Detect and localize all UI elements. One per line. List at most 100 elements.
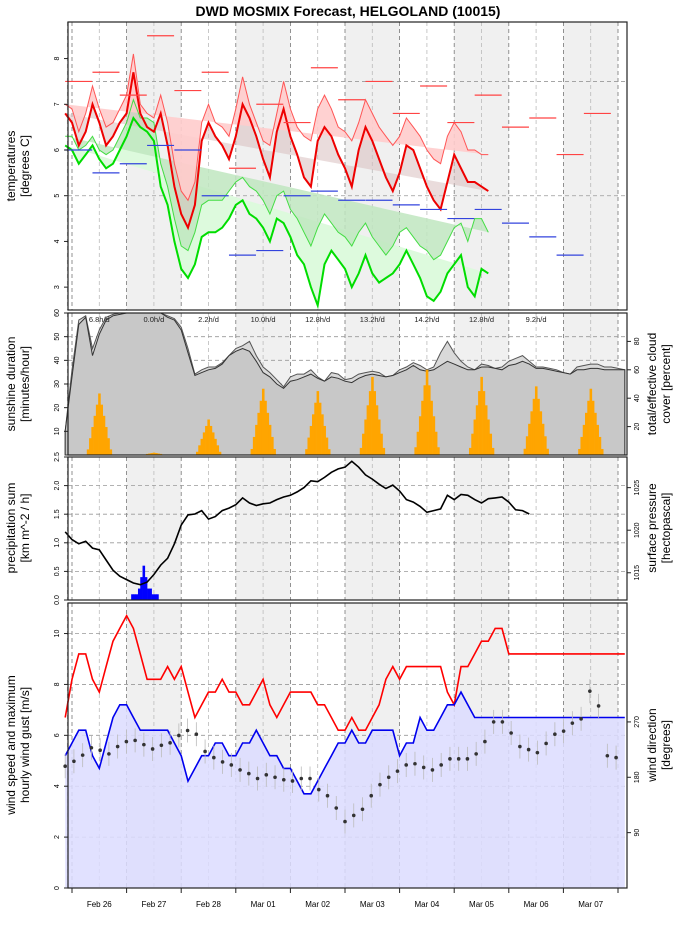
x-axis-tick-label: Feb 27 (141, 900, 166, 909)
wind-direction-point (238, 768, 242, 772)
sunshine-bar (380, 433, 383, 455)
wind-speed-axis-title: wind speed and maximum (4, 675, 18, 815)
sunshine-tick-label: 20 (54, 404, 61, 412)
wind-direction-point (465, 757, 470, 761)
sunshine-bar (362, 433, 365, 455)
sunshine-bar (150, 453, 154, 455)
wind-direction-point (430, 768, 435, 772)
x-axis-tick-label: Mar 04 (414, 900, 439, 909)
sunshine-tick-label: 30 (54, 380, 61, 388)
sunshine-bar (414, 447, 417, 455)
sunshine-bar (200, 438, 204, 455)
cloud-axis-title: cover [percent] (659, 344, 673, 423)
wind-direction-tick-label: 90 (634, 829, 641, 837)
wind-speed-tick-label: 0 (54, 886, 61, 890)
wind-speed-tick-label: 8 (54, 682, 61, 686)
wind-direction-point (133, 738, 137, 743)
sunshine-bar (268, 424, 272, 455)
panel-frame (67, 456, 628, 601)
sunshine-bar (327, 449, 331, 455)
wind-direction-point (229, 763, 234, 767)
sunshine-bar (478, 391, 481, 455)
sunshine-bar (316, 391, 320, 455)
sunshine-bar (305, 449, 308, 455)
wind-direction-point (351, 813, 356, 818)
wind-direction-point (596, 704, 601, 708)
precipitation-bar (156, 594, 159, 600)
wind-direction-point (299, 776, 304, 781)
precipitation-tick-label: 2.5 (54, 452, 61, 462)
precipitation-tick-label: 1.0 (54, 538, 61, 548)
sunshine-bar (473, 419, 477, 455)
wind-direction-point (290, 779, 295, 783)
pressure-axis-title: surface pressure (645, 483, 659, 573)
wind-direction-point (360, 807, 365, 812)
wind-speed-tick-label: 10 (54, 630, 61, 638)
precipitation-bar (140, 577, 143, 600)
sunshine-bar (195, 451, 199, 455)
sunshine-bar (325, 437, 329, 455)
sunshine-bar (541, 423, 545, 455)
dewpoint-upper-line (65, 98, 489, 261)
wind-direction-point (203, 749, 207, 754)
wind-direction-point (386, 775, 391, 780)
wind-direction-point (553, 732, 557, 737)
wind-direction-point (421, 765, 426, 770)
x-axis-tick-label: Mar 03 (360, 900, 385, 909)
sunshine-bar (544, 436, 547, 455)
daily-sunshine-label: 2.2h/d (198, 315, 219, 324)
sunshine-bar (93, 415, 97, 455)
daily-sunshine-label: 6.8h/d (89, 315, 110, 324)
sunshine-bar (359, 447, 363, 455)
wind-direction-point (614, 755, 618, 760)
temperature-tick-label: 5 (54, 194, 61, 198)
sunshine-bar (264, 400, 267, 455)
sunshine-bar (491, 447, 495, 455)
wind-direction-point (413, 761, 417, 766)
precipitation-bar (137, 588, 141, 600)
sunshine-bar (259, 400, 263, 455)
sunshine-bar (312, 414, 315, 455)
sunshine-bar (432, 416, 436, 455)
daily-sunshine-label: 9.2h/d (526, 315, 547, 324)
sunshine-bar (318, 402, 322, 455)
pressure-tick-label: 1020 (634, 522, 641, 538)
pressure-line (64, 460, 530, 586)
sunshine-bar (100, 404, 104, 455)
sunshine-bar (307, 437, 311, 455)
wind-direction-axis-title: [degrees] (659, 720, 673, 770)
precipitation-tick-label: 2.0 (54, 481, 61, 491)
sunshine-bar (489, 433, 493, 455)
sunshine-bar (373, 391, 377, 455)
sunshine-bar (216, 445, 220, 455)
wind-speed-axis-title: hourly wind gust [m/s] (18, 687, 32, 803)
wind-direction-point (369, 793, 374, 798)
sunshine-bar (480, 376, 483, 455)
wind-speed-line (64, 690, 625, 795)
sunshine-bar (528, 423, 531, 455)
wind-direction-point (579, 717, 583, 721)
precipitation-bar (149, 588, 152, 600)
wind-direction-point (334, 806, 339, 810)
chart-title: DWD MOSMIX Forecast, HELGOLAND (10015) (196, 3, 501, 19)
wind-direction-point (491, 720, 496, 724)
cloud-tick-label: 40 (634, 394, 641, 402)
wind-direction-point (535, 750, 540, 755)
sunshine-bar (585, 412, 588, 455)
dewpoint-median-line (64, 115, 489, 310)
sunshine-bar (371, 376, 374, 455)
dewpoint-lower-band (65, 118, 489, 306)
precipitation-axis-title: [km m^-2 / h] (18, 494, 32, 563)
wind-direction-point (63, 764, 67, 769)
sunshine-bar (207, 419, 210, 455)
precipitation-tick-label: 0.5 (54, 566, 61, 576)
sunshine-bar (104, 427, 108, 455)
wind-direction-point (115, 744, 120, 749)
sunshine-bar (95, 404, 99, 455)
wind-direction-point (316, 787, 321, 792)
sunshine-bar (218, 451, 222, 455)
wind-direction-point (80, 753, 85, 757)
sunshine-bar (148, 453, 151, 455)
sunshine-bar (596, 424, 599, 455)
